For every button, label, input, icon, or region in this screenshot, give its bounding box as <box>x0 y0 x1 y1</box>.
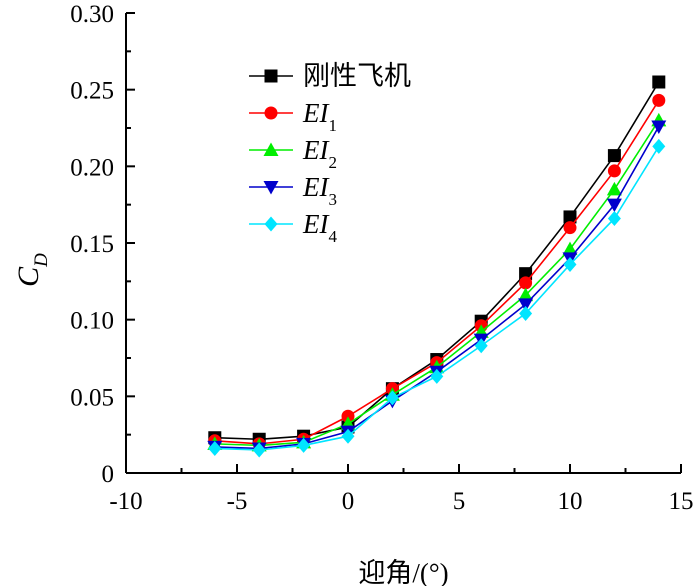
data-point <box>252 442 266 458</box>
x-tick-label: -5 <box>227 488 248 515</box>
data-point <box>563 221 577 235</box>
y-tick-label: 0.30 <box>70 1 114 28</box>
data-point <box>518 287 534 302</box>
x-tick-label: -10 <box>109 488 142 515</box>
data-point <box>607 149 621 163</box>
series-line-刚性飞机 <box>214 81 660 441</box>
data-point <box>341 409 355 423</box>
data-point <box>652 75 666 89</box>
series-EI3 <box>207 120 667 456</box>
data-point <box>519 306 533 322</box>
y-tick-label: 0.25 <box>70 78 114 105</box>
x-tick-label: 15 <box>669 488 694 515</box>
legend-marker <box>264 69 278 83</box>
data-point <box>519 267 533 281</box>
series-EI2 <box>207 112 667 452</box>
axis-titles: 迎角/(°) CD <box>12 253 449 586</box>
series-line-EI2 <box>214 119 660 447</box>
legend-label: EI1 <box>302 98 337 135</box>
legend-marker <box>263 142 279 156</box>
legend-label: EI4 <box>302 209 337 246</box>
y-tick-label: 0.20 <box>70 154 114 181</box>
series-group <box>207 75 667 458</box>
series-刚性飞机 <box>208 75 666 446</box>
data-point <box>606 198 622 213</box>
legend-marker <box>263 181 279 195</box>
legend-marker <box>264 106 278 120</box>
series-EI4 <box>208 138 666 458</box>
legend-marker <box>264 216 278 232</box>
data-point <box>519 276 533 290</box>
legend-item-EI3: EI3 <box>249 172 337 209</box>
legend-item-刚性飞机: 刚性飞机 <box>249 61 411 91</box>
data-point <box>607 164 621 178</box>
legend-label: EI2 <box>302 135 337 172</box>
y-tick-label: 0.10 <box>70 308 114 335</box>
series-EI1 <box>208 93 666 451</box>
series-line-EI1 <box>214 99 660 445</box>
data-point <box>385 390 399 406</box>
data-point <box>208 440 222 456</box>
series-line-EI3 <box>214 126 660 450</box>
data-point <box>651 120 667 134</box>
data-point <box>562 241 578 256</box>
legend-label: 刚性飞机 <box>303 61 411 91</box>
data-point <box>341 428 355 444</box>
data-point <box>563 210 577 224</box>
y-axis-title: CD <box>12 253 52 287</box>
legend-item-EI2: EI2 <box>249 135 337 172</box>
data-point <box>563 256 577 272</box>
data-point <box>518 298 534 312</box>
data-point <box>474 338 488 354</box>
y-tick-label: 0 <box>102 461 115 488</box>
legend-item-EI4: EI4 <box>249 209 337 246</box>
series-line-EI4 <box>214 145 660 451</box>
x-tick-label: 10 <box>558 488 583 515</box>
data-point <box>607 210 621 226</box>
data-point <box>606 181 622 196</box>
data-point <box>297 437 311 453</box>
legend-item-EI1: EI1 <box>249 98 337 135</box>
data-point <box>652 138 666 154</box>
y-tick-label: 0.15 <box>70 231 114 258</box>
x-tick-label: 5 <box>453 488 466 515</box>
x-tick-label: 0 <box>342 488 355 515</box>
data-point <box>652 93 666 107</box>
y-tick-label: 0.05 <box>70 384 114 411</box>
legend-label: EI3 <box>302 172 337 209</box>
x-axis-title: 迎角/(°) <box>358 558 448 586</box>
axis-ticks: -10 -5 0 5 10 15 0 0.05 0.10 0.15 0.20 0.25 0.30 <box>70 1 693 515</box>
data-point <box>430 368 444 384</box>
